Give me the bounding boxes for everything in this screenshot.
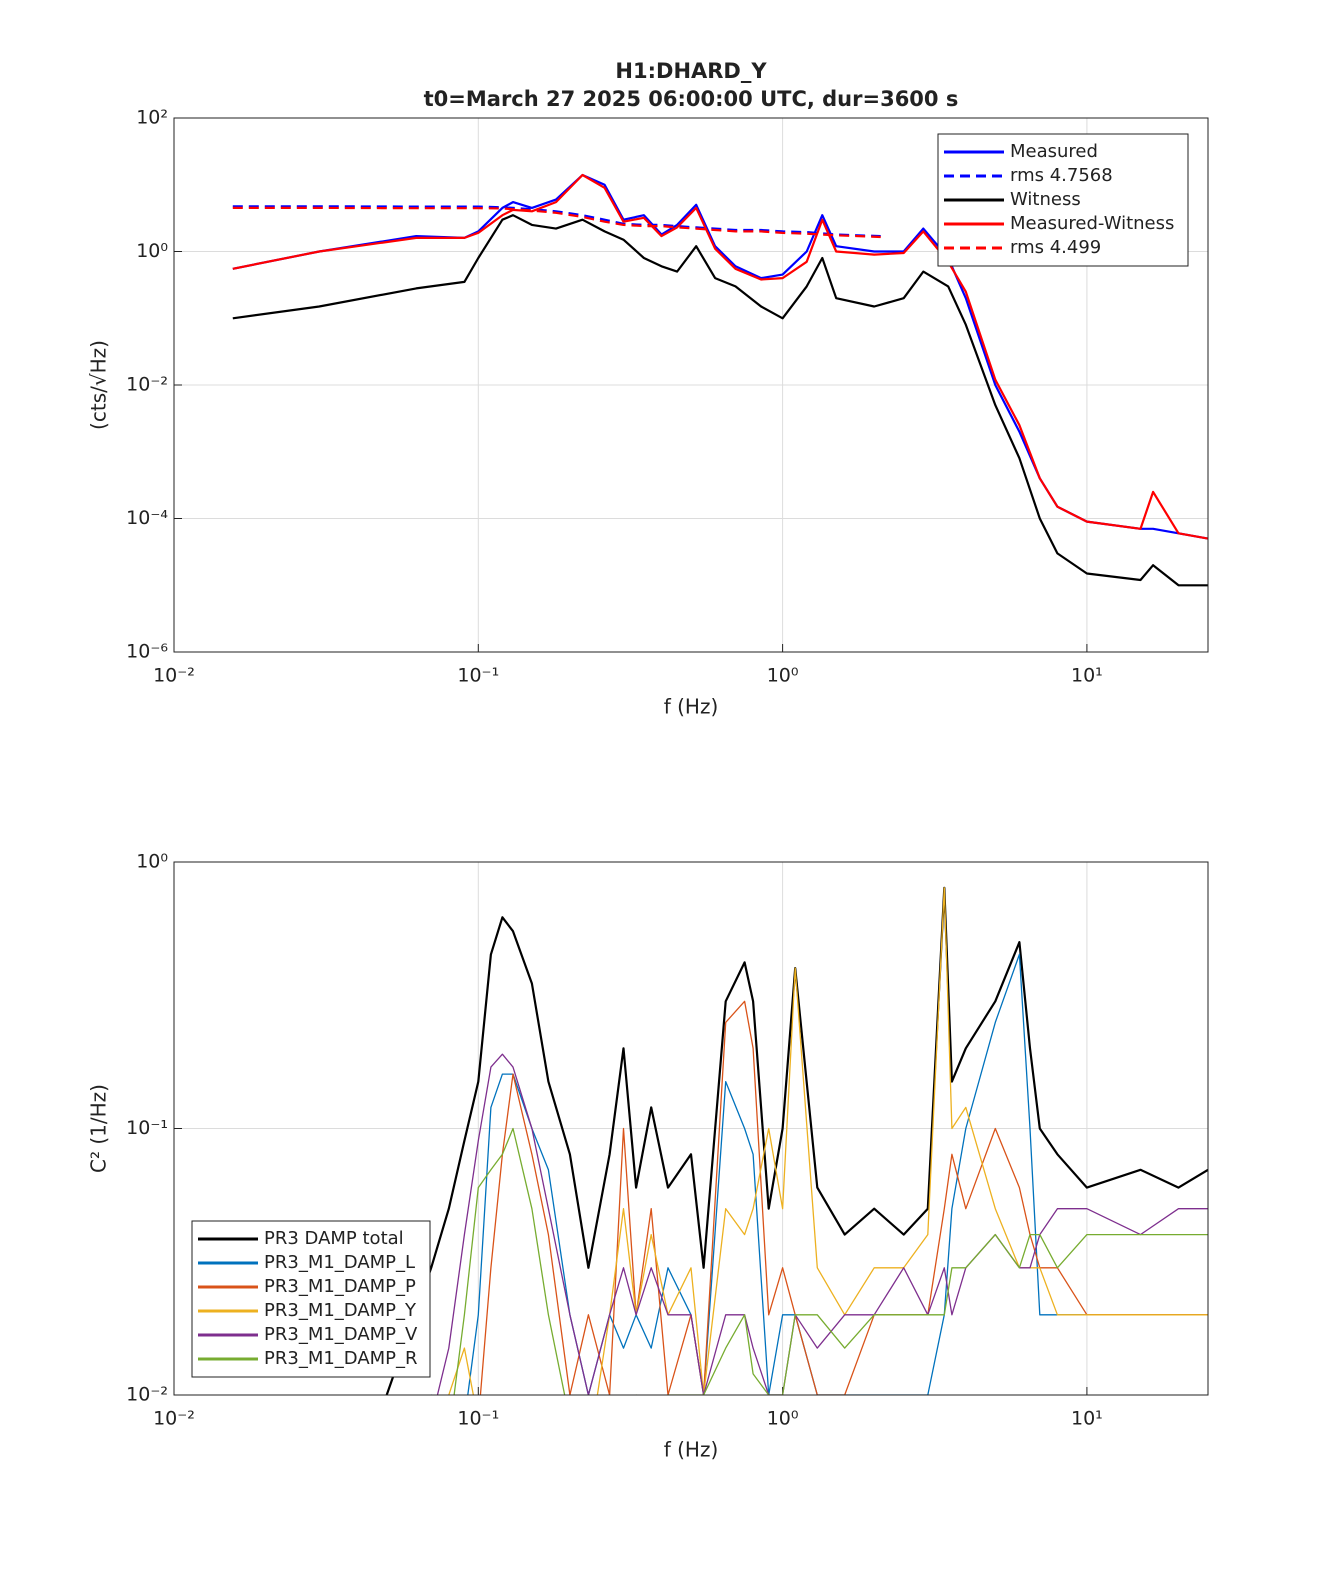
series-group: [232, 173, 1208, 587]
y-axis-label: (cts/√Hz): [87, 340, 111, 430]
legend-label: rms 4.499: [1010, 237, 1101, 258]
x-tick-label: 10⁰: [767, 1408, 799, 1430]
series-group: [385, 886, 1208, 1395]
legend-label: PR3 DAMP total: [264, 1228, 404, 1249]
series-line: [232, 214, 1208, 587]
x-tick-label: 10¹: [1071, 1408, 1103, 1430]
chart-subtitle: t0=March 27 2025 06:00:00 UTC, dur=3600 …: [424, 87, 959, 111]
axes-box: [173, 861, 1209, 1396]
y-tick-label: 10⁻⁶: [126, 641, 168, 663]
series-line: [385, 886, 1208, 1395]
y-axis-label: C² (1/Hz): [87, 1084, 111, 1173]
x-tick-label: 10¹: [1071, 665, 1103, 687]
y-tick-label: 10⁰: [136, 851, 168, 873]
series-line: [453, 1127, 1208, 1395]
legend-label: Measured-Witness: [1010, 213, 1174, 234]
legend-label: PR3_M1_DAMP_P: [264, 1276, 416, 1297]
y-tick-label: 10⁻¹: [126, 1117, 168, 1139]
legend-label: PR3_M1_DAMP_R: [264, 1348, 418, 1369]
legend-box: [191, 1220, 431, 1378]
x-tick-label: 10⁻²: [153, 1408, 195, 1430]
y-tick-label: 10⁻²: [126, 374, 168, 396]
y-tick-label: 10⁰: [136, 240, 168, 262]
y-tick-label: 10²: [136, 107, 168, 129]
x-axis-label: f (Hz): [664, 1438, 719, 1462]
x-tick-label: 10⁰: [767, 665, 799, 687]
legend-label: PR3_M1_DAMP_V: [264, 1324, 418, 1345]
x-tick-label: 10⁻¹: [457, 665, 499, 687]
legend-label: rms 4.7568: [1010, 165, 1113, 186]
legend-label: PR3_M1_DAMP_Y: [264, 1300, 417, 1321]
chart-title: H1:DHARD_Y: [615, 59, 767, 83]
legend-label: PR3_M1_DAMP_L: [264, 1252, 415, 1273]
x-axis-label: f (Hz): [664, 695, 719, 719]
series-line: [430, 953, 1208, 1395]
series-line: [232, 206, 881, 239]
x-tick-label: 10⁻¹: [457, 1408, 499, 1430]
legend-label: Measured: [1010, 141, 1098, 162]
legend-label: Witness: [1010, 189, 1081, 210]
x-tick-label: 10⁻²: [153, 665, 195, 687]
axes-box: [173, 117, 1209, 653]
y-tick-label: 10⁻²: [126, 1384, 168, 1406]
y-tick-label: 10⁻⁴: [126, 507, 168, 529]
